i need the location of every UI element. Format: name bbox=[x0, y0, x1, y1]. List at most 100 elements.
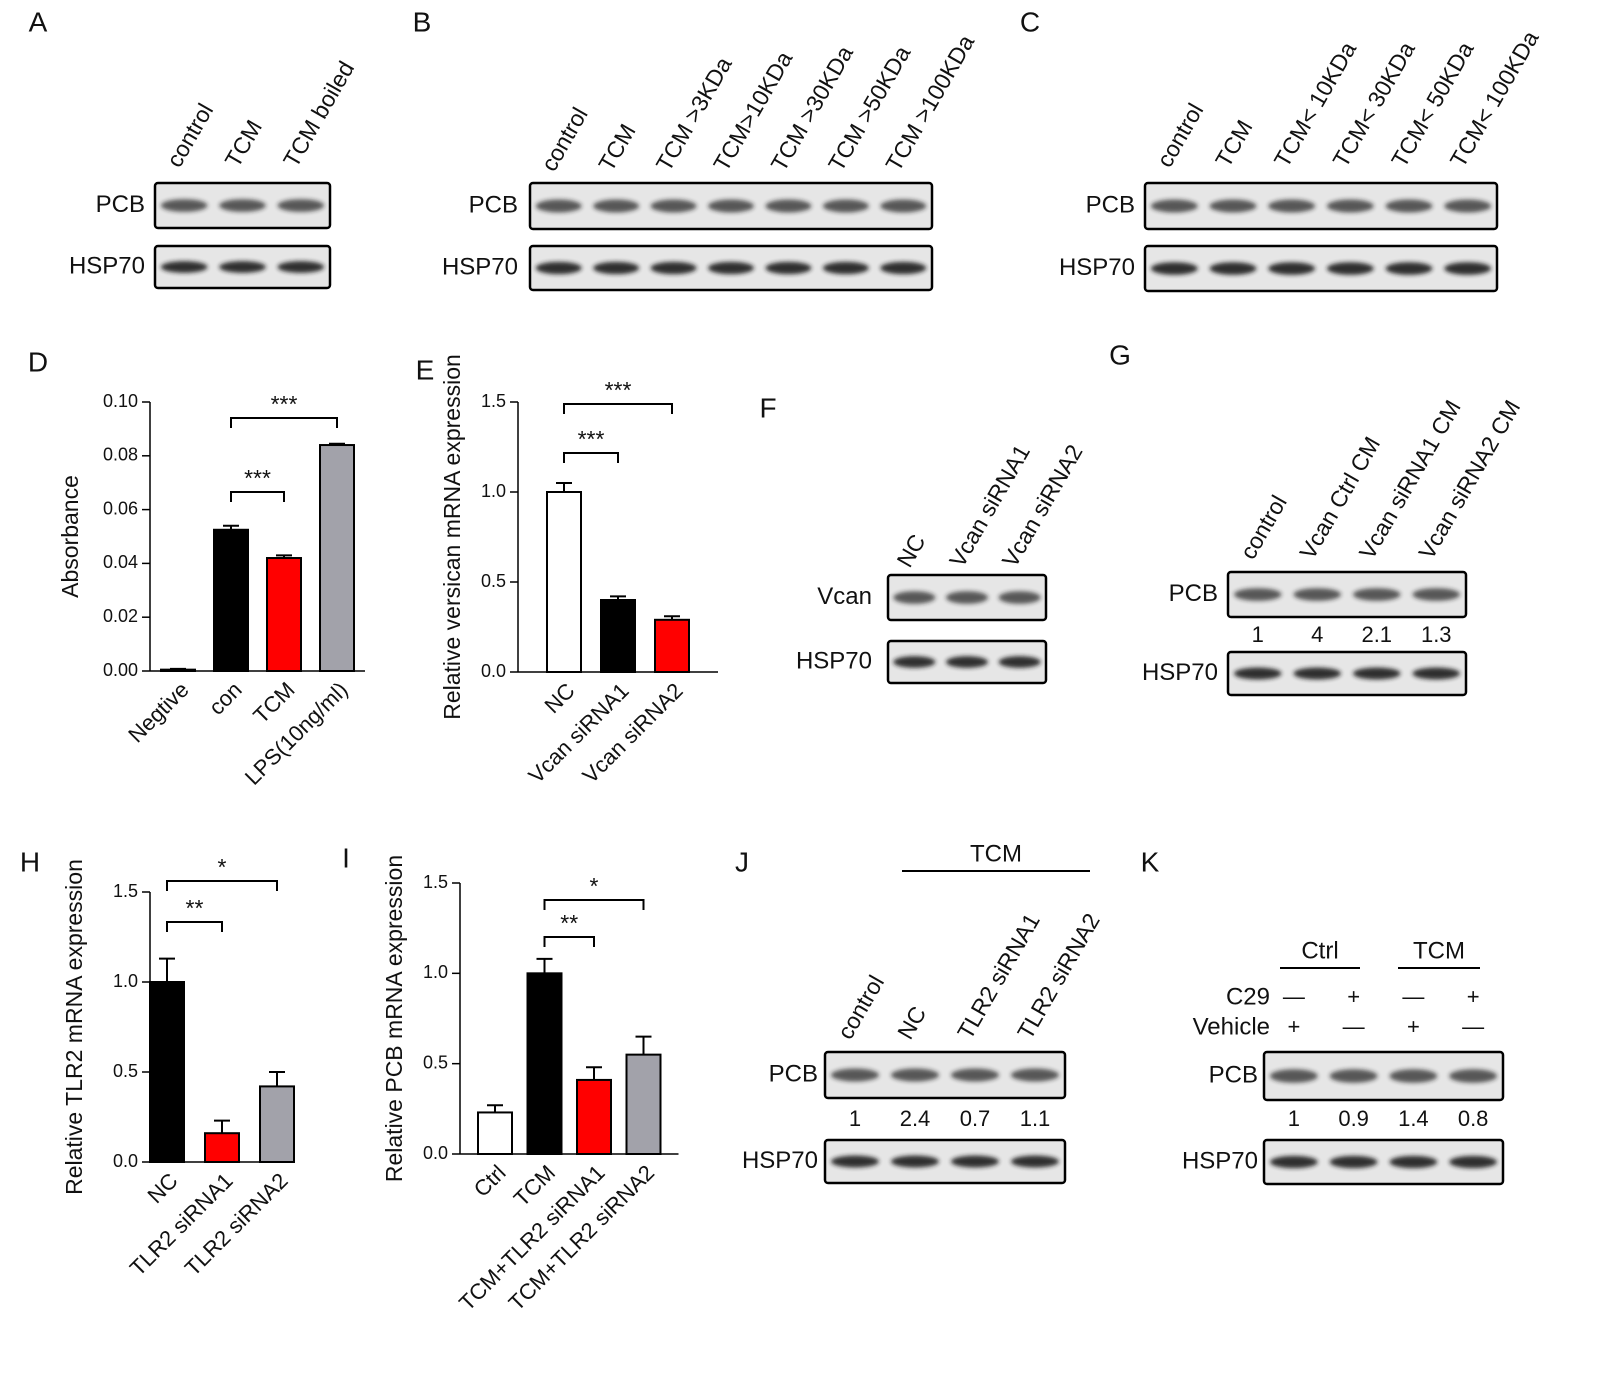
lane-label: TCM bbox=[593, 119, 640, 175]
quantification: 0.8 bbox=[1458, 1106, 1489, 1131]
error-bar bbox=[536, 957, 553, 974]
blot-band bbox=[822, 199, 869, 213]
y-axis-label: Relative PCB mRNA expression bbox=[381, 855, 407, 1182]
significance-bracket bbox=[543, 899, 645, 910]
x-tick-label: NC bbox=[142, 1168, 182, 1208]
significance-label: * bbox=[218, 854, 227, 880]
blot-band bbox=[1268, 199, 1316, 213]
blot-strip bbox=[1226, 570, 1468, 619]
treatment-sign: — bbox=[1283, 984, 1305, 1009]
blot-band bbox=[1444, 262, 1492, 275]
quantification: 1.3 bbox=[1421, 622, 1452, 647]
group-label: TCM bbox=[970, 840, 1022, 867]
row-label: PCB bbox=[469, 191, 518, 218]
error-bar bbox=[170, 667, 186, 670]
error-bar bbox=[214, 1119, 230, 1134]
y-axis-label: Relative TLR2 mRNA expression bbox=[61, 859, 87, 1195]
significance-label: *** bbox=[578, 426, 605, 452]
panel-letter: J bbox=[735, 846, 749, 877]
bar bbox=[160, 668, 196, 673]
x-tick-label: Negtive bbox=[123, 677, 193, 747]
treatment-sign: + bbox=[1287, 1014, 1300, 1039]
y-axis-label: Absorbance bbox=[57, 475, 83, 598]
blot-strip bbox=[1262, 1138, 1505, 1186]
quantification: 2.4 bbox=[900, 1106, 931, 1131]
bar bbox=[654, 618, 690, 673]
blot-band bbox=[160, 199, 208, 212]
blot-band bbox=[1209, 262, 1257, 275]
bar bbox=[477, 1111, 513, 1155]
quantification: 1 bbox=[1252, 622, 1264, 647]
blot-band bbox=[708, 199, 754, 213]
row-label: Vcan bbox=[817, 583, 872, 610]
significance-bracket bbox=[166, 921, 223, 932]
y-tick-label: 1.5 bbox=[423, 872, 448, 892]
row-label: HSP70 bbox=[442, 253, 518, 280]
row-label: PCB bbox=[1086, 191, 1135, 218]
group-label: Ctrl bbox=[1301, 937, 1338, 964]
bar bbox=[600, 599, 636, 673]
error-bar bbox=[586, 1066, 602, 1080]
panel-letter: B bbox=[413, 6, 432, 37]
significance-bracket bbox=[166, 880, 278, 891]
blot-band bbox=[831, 1155, 879, 1168]
y-tick-label: 0.00 bbox=[103, 660, 138, 680]
y-tick-label: 0.5 bbox=[113, 1061, 138, 1081]
blot-band bbox=[535, 199, 582, 213]
blot-band bbox=[160, 261, 208, 273]
row-label: HSP70 bbox=[69, 252, 145, 279]
bar bbox=[149, 981, 185, 1163]
bar bbox=[546, 491, 582, 673]
blot-band bbox=[951, 1155, 999, 1168]
blot-band bbox=[765, 261, 812, 275]
lane-label: TCM boiled bbox=[278, 57, 359, 172]
blot-strip bbox=[1143, 181, 1499, 231]
significance-label: *** bbox=[244, 465, 271, 491]
y-tick-label: 0.04 bbox=[103, 552, 138, 572]
row-label: PCB bbox=[1169, 580, 1218, 607]
significance-bracket bbox=[563, 452, 619, 463]
row-label: HSP70 bbox=[796, 647, 872, 674]
significance-label: ** bbox=[560, 910, 578, 936]
x-tick-label: Ctrl bbox=[469, 1160, 511, 1202]
quantification: 1.4 bbox=[1398, 1106, 1429, 1131]
treatment-sign: — bbox=[1462, 1014, 1484, 1039]
blot-band bbox=[1444, 199, 1492, 213]
significance-bracket bbox=[230, 417, 338, 428]
row-label: HSP70 bbox=[1059, 254, 1135, 281]
blot-band bbox=[593, 199, 640, 213]
blot-band bbox=[1352, 588, 1401, 601]
blot-band bbox=[831, 1068, 879, 1082]
bar bbox=[213, 528, 249, 673]
blot-band bbox=[1326, 199, 1374, 213]
panel-letter: E bbox=[416, 354, 435, 385]
lane-label: NC bbox=[892, 1002, 931, 1044]
y-tick-label: 0.5 bbox=[481, 571, 506, 591]
blot-band bbox=[1389, 1069, 1438, 1083]
error-bar bbox=[635, 1035, 652, 1055]
treatment-sign: + bbox=[1407, 1014, 1420, 1039]
error-bar bbox=[269, 1071, 285, 1087]
bar bbox=[625, 1053, 662, 1155]
blot-strip bbox=[1226, 650, 1468, 697]
blot-band bbox=[535, 261, 582, 275]
significance-label: * bbox=[590, 873, 599, 899]
panel-letter: I bbox=[342, 842, 350, 873]
y-tick-label: 0.08 bbox=[103, 445, 138, 465]
blot-band bbox=[951, 1068, 999, 1082]
blot-band bbox=[593, 261, 640, 275]
treatment-sign: — bbox=[1402, 984, 1424, 1009]
blot-band bbox=[1329, 1155, 1378, 1169]
quantification: 0.9 bbox=[1338, 1106, 1369, 1131]
panel-letter: K bbox=[1141, 846, 1160, 877]
blot-band bbox=[893, 656, 936, 668]
bar bbox=[319, 444, 355, 673]
treatment-label: C29 bbox=[1226, 983, 1270, 1010]
blot-strip bbox=[1143, 244, 1499, 293]
blot-strip bbox=[823, 1138, 1067, 1185]
error-bar bbox=[556, 482, 572, 492]
blot-band bbox=[219, 199, 266, 212]
group-label: TCM bbox=[1413, 937, 1465, 964]
blot-band bbox=[880, 261, 927, 275]
blot-band bbox=[708, 261, 754, 275]
